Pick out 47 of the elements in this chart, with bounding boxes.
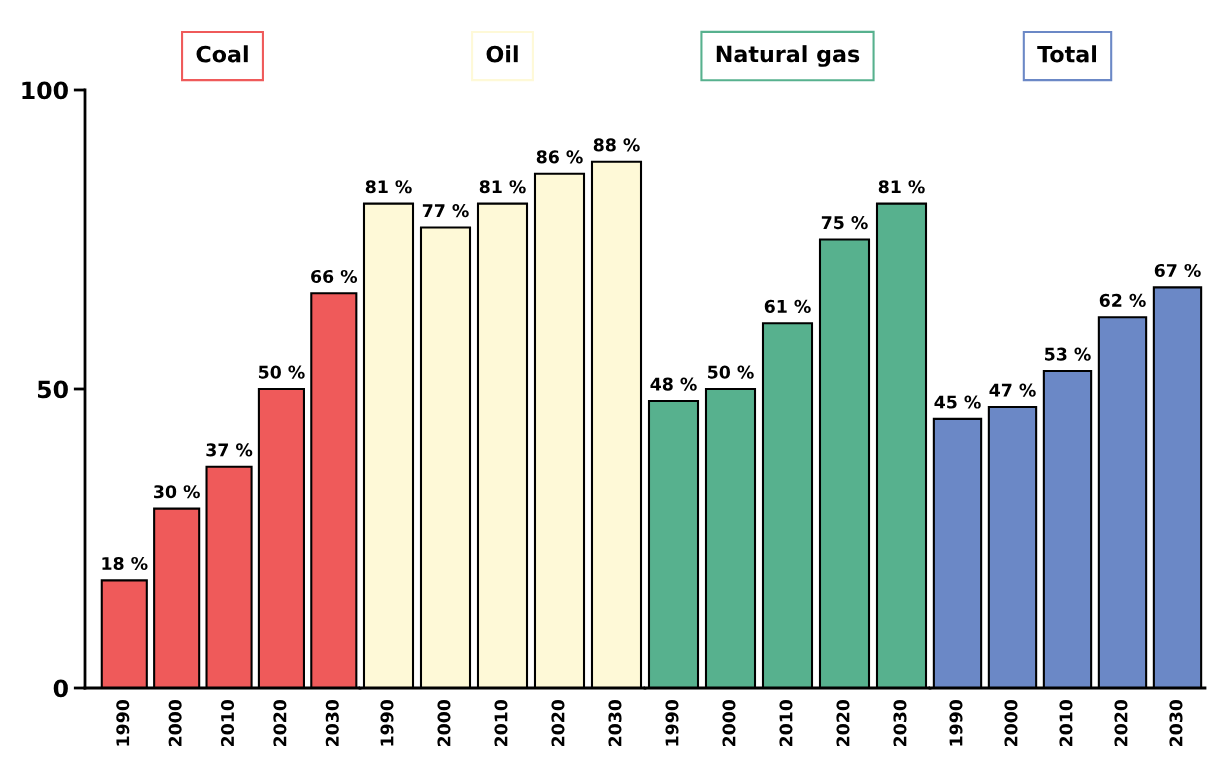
x-tick-label: 2010 <box>1059 699 1073 747</box>
x-tick-label: 2020 <box>836 699 850 747</box>
data-label: 77 % <box>422 204 469 218</box>
data-label: 30 % <box>154 485 200 499</box>
data-label: 48 % <box>650 377 697 391</box>
x-tick-label: 2010 <box>220 699 235 747</box>
x-tick-label: 1990 <box>380 699 394 746</box>
x-tick-label: 2020 <box>273 699 287 747</box>
chart-title: Oil <box>486 45 518 63</box>
chart-title: Coal <box>196 45 248 63</box>
chart-title: Total <box>1037 45 1096 63</box>
x-tick-label: 2000 <box>722 699 736 747</box>
data-label: 62 % <box>1099 293 1146 307</box>
x-tick-label: 2030 <box>325 699 339 747</box>
x-tick-label: 2000 <box>168 699 182 747</box>
x-tick-label: 1990 <box>665 699 679 746</box>
y-tick-label: 50 <box>37 380 68 399</box>
data-label: 75 % <box>821 216 868 230</box>
data-label: 88 % <box>593 138 640 152</box>
y-tick-label: 100 <box>22 81 68 100</box>
data-label: 81 % <box>365 180 412 194</box>
x-tick-label: 2030 <box>608 699 622 747</box>
x-tick-label: 2010 <box>779 699 793 747</box>
data-label: 81 % <box>479 180 526 194</box>
x-tick-label: 1990 <box>949 699 963 746</box>
data-label: 47 % <box>989 383 1036 397</box>
data-label: 37 % <box>206 443 253 457</box>
x-tick-label: 2020 <box>1114 699 1128 747</box>
data-label: 86 % <box>536 150 583 164</box>
y-tick-label: 0 <box>53 679 68 698</box>
x-tick-label: 2030 <box>893 699 907 747</box>
data-label: 18 % <box>102 556 148 571</box>
data-label: 81 % <box>878 180 925 194</box>
x-tick-label: 2000 <box>437 699 451 747</box>
x-tick-label: 2020 <box>551 699 565 747</box>
data-label: 45 % <box>934 395 981 409</box>
x-tick-label: 1990 <box>116 699 130 746</box>
x-tick-label: 2030 <box>1169 699 1183 747</box>
x-tick-label: 2010 <box>494 699 508 747</box>
x-tick-label: 2000 <box>1004 699 1018 747</box>
data-label: 61 % <box>764 299 811 313</box>
data-label: 53 % <box>1045 347 1091 361</box>
data-label: 50 % <box>258 365 305 379</box>
chart-title: Natural gas <box>716 45 860 67</box>
data-label: 66 % <box>311 269 358 284</box>
data-label: 67 % <box>1154 263 1201 278</box>
data-label: 50 % <box>708 365 754 379</box>
